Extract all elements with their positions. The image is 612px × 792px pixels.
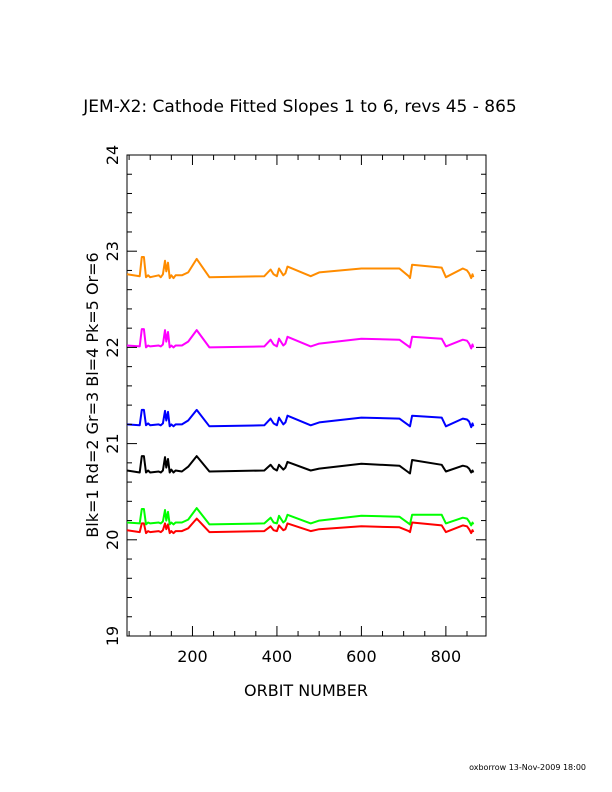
y-tick-label: 23 (103, 241, 122, 261)
series-line-3 (126, 507, 475, 527)
y-tick-label: 24 (103, 145, 122, 165)
series-line-6 (126, 256, 475, 280)
x-axis-label: ORBIT NUMBER (244, 681, 368, 700)
y-tick-label: 19 (103, 626, 122, 646)
chart-title: JEM-X2: Cathode Fitted Slopes 1 to 6, re… (82, 97, 517, 117)
plot-frame (126, 154, 487, 637)
series-line-5 (126, 328, 475, 350)
x-tick-label: 400 (262, 647, 293, 666)
y-tick-label: 22 (103, 337, 122, 357)
y-tick-label: 21 (103, 433, 122, 453)
x-tick-label: 200 (177, 647, 208, 666)
series-line-2 (126, 517, 475, 535)
series-line-1 (126, 455, 475, 475)
ticks-layer: 200 400 600 800 19 20 21 22 23 24 (103, 145, 486, 666)
plot-area (126, 154, 487, 637)
x-tick-label: 800 (431, 647, 462, 666)
x-tick-label: 600 (346, 647, 377, 666)
series-layer (126, 256, 475, 535)
y-axis-label: Blk=1 Rd=2 Gr=3 Bl=4 Pk=5 Or=6 (83, 252, 102, 537)
y-tick-label: 20 (103, 530, 122, 550)
series-line-4 (126, 408, 475, 429)
footer-credit: oxborrow 13-Nov-2009 18:00 (469, 763, 586, 772)
